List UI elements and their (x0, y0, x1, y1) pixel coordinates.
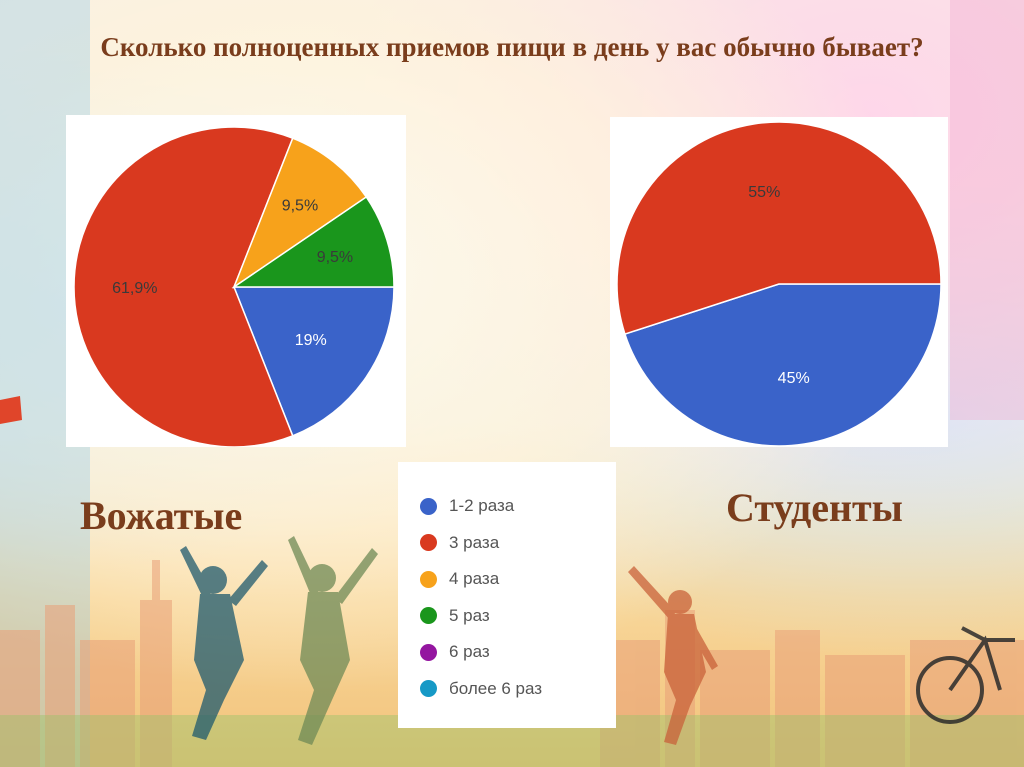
legend-swatch (420, 607, 437, 625)
pie-slice (232, 137, 368, 289)
legend-item: более 6 раз (398, 671, 616, 708)
legend-item: 4 раза (398, 561, 616, 598)
pie-slice-label: 9,5% (282, 198, 318, 215)
pie-slice (623, 283, 942, 447)
group-label-vozhatye: Вожатые (80, 493, 243, 538)
pie-slice-label: 61,9% (112, 280, 157, 297)
legend-item: 3 раза (398, 525, 616, 562)
legend-label: 4 раза (449, 569, 500, 589)
legend-swatch (420, 497, 437, 515)
legend-swatch (420, 570, 437, 588)
legend-label: 5 раз (449, 605, 490, 625)
legend-label: более 6 раз (449, 678, 543, 698)
pie-slice-label: 55% (748, 184, 780, 201)
pie-slice (231, 195, 395, 288)
pie-slice-label: 19% (295, 332, 327, 349)
legend-swatch (420, 643, 437, 661)
pie-slice (616, 121, 942, 336)
pie-slice (232, 286, 395, 437)
slide-title: Сколько полноценных приемов пищи в день … (100, 32, 924, 62)
people-silhouettes (180, 536, 718, 745)
bicycle-silhouette (916, 626, 1015, 724)
pie-panel-vozhatye: 19% 61,9% 9,5% 9,5% (66, 115, 406, 447)
red-flag (0, 396, 22, 424)
legend-item: 5 раз (398, 598, 616, 635)
pie-slice (73, 126, 294, 447)
legend-label: 1-2 раза (449, 496, 515, 516)
pie-panel-studenty: 45% 55% (610, 117, 948, 447)
pie-chart-studenty: 45% 55% (616, 121, 942, 447)
legend-swatch (420, 680, 437, 698)
pie-slice-label: 9,5% (317, 249, 353, 266)
chart-legend: 1-2 раза 3 раза 4 раза 5 раз 6 раз более… (398, 462, 616, 728)
group-label-studenty: Студенты (726, 485, 903, 530)
pie-chart-vozhatye: 19% 61,9% 9,5% 9,5% (73, 126, 395, 447)
legend-label: 6 раз (449, 642, 490, 662)
legend-label: 3 раза (449, 532, 500, 552)
pie-slice-label: 45% (778, 370, 810, 387)
legend-item: 6 раз (398, 634, 616, 671)
legend-item: 1-2 раза (398, 488, 616, 525)
right-pink-wash (950, 0, 1024, 420)
legend-swatch (420, 534, 437, 552)
